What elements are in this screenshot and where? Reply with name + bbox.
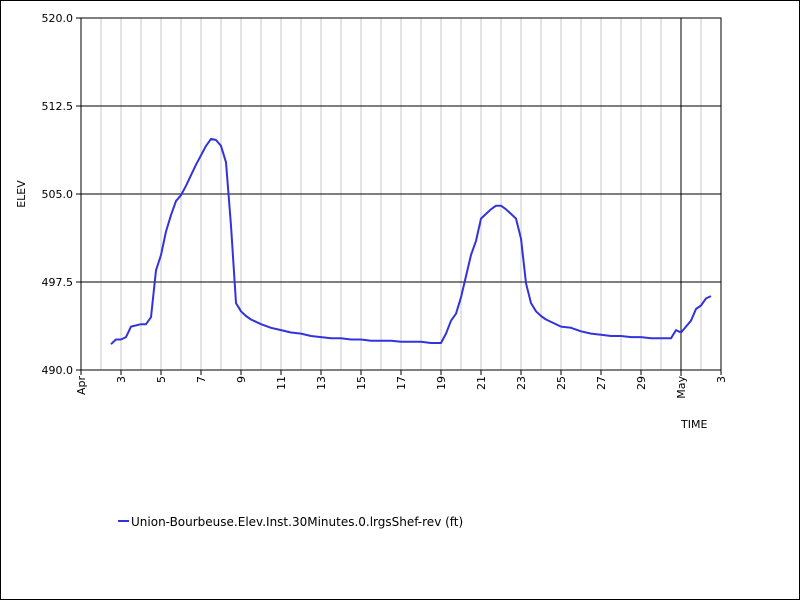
y-tick-label: 512.5 <box>42 100 74 113</box>
x-tick-label: Apr <box>75 376 88 396</box>
x-tick-label: 3 <box>715 376 728 383</box>
x-tick-label: 11 <box>275 376 288 390</box>
x-tick-label: 19 <box>435 376 448 390</box>
legend: Union-Bourbeuse.Elev.Inst.30Minutes.0.lr… <box>118 515 463 529</box>
x-tick-label: 23 <box>515 376 528 390</box>
y-tick-label: 520.0 <box>42 12 74 25</box>
legend-label: Union-Bourbeuse.Elev.Inst.30Minutes.0.lr… <box>131 515 463 529</box>
x-axis-ticks: Apr 3 5 7 9 11 13 15 17 19 21 23 25 27 29 May 3 <box>75 370 728 399</box>
x-tick-label: 5 <box>155 376 168 383</box>
x-tick-label: 15 <box>355 376 368 390</box>
x-tick-label: 17 <box>395 376 408 390</box>
y-tick-label: 505.0 <box>42 188 74 201</box>
x-tick-label: 29 <box>635 376 648 390</box>
x-tick-label: 13 <box>315 376 328 390</box>
x-tick-label: May <box>675 376 688 399</box>
x-tick-label: 21 <box>475 376 488 390</box>
grid-lines <box>81 18 721 370</box>
y-tick-label: 490.0 <box>42 364 74 377</box>
x-tick-label: 9 <box>235 376 248 383</box>
x-tick-label: 27 <box>595 376 608 390</box>
x-tick-label: 7 <box>195 376 208 383</box>
y-axis-label: ELEV <box>15 180 28 208</box>
y-tick-label: 497.5 <box>42 276 74 289</box>
x-tick-label: 25 <box>555 376 568 390</box>
y-axis-ticks: 490.0 497.5 505.0 512.5 520.0 <box>42 12 81 377</box>
x-axis-label: TIME <box>680 418 707 431</box>
series-group <box>110 137 712 345</box>
x-tick-label: 3 <box>115 376 128 383</box>
series-line <box>110 137 712 345</box>
